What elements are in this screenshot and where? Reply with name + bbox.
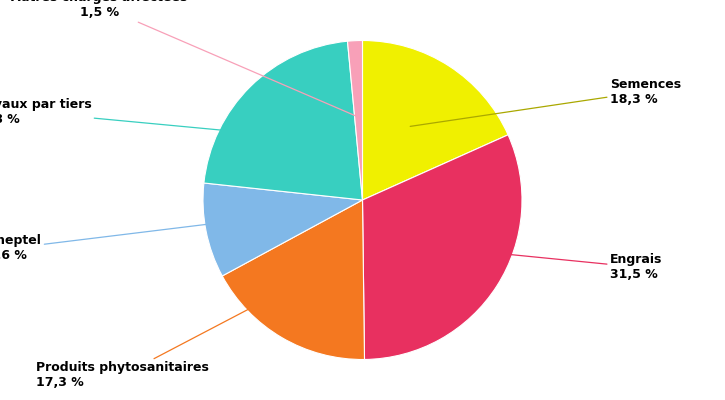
Text: Autres charges affectées
1,5 %: Autres charges affectées 1,5 % bbox=[11, 0, 359, 117]
Text: Engrais
31,5 %: Engrais 31,5 % bbox=[436, 247, 662, 281]
Wedge shape bbox=[204, 41, 362, 200]
Wedge shape bbox=[362, 135, 522, 360]
Text: Travaux par tiers
21,8 %: Travaux par tiers 21,8 % bbox=[0, 98, 301, 138]
Text: Semences
18,3 %: Semences 18,3 % bbox=[410, 78, 681, 126]
Text: Produits phytosanitaires
17,3 %: Produits phytosanitaires 17,3 % bbox=[36, 272, 320, 390]
Wedge shape bbox=[203, 183, 362, 276]
Wedge shape bbox=[347, 40, 362, 200]
Wedge shape bbox=[223, 200, 365, 360]
Text: Cheptel
9,6 %: Cheptel 9,6 % bbox=[0, 214, 292, 262]
Wedge shape bbox=[362, 40, 508, 200]
